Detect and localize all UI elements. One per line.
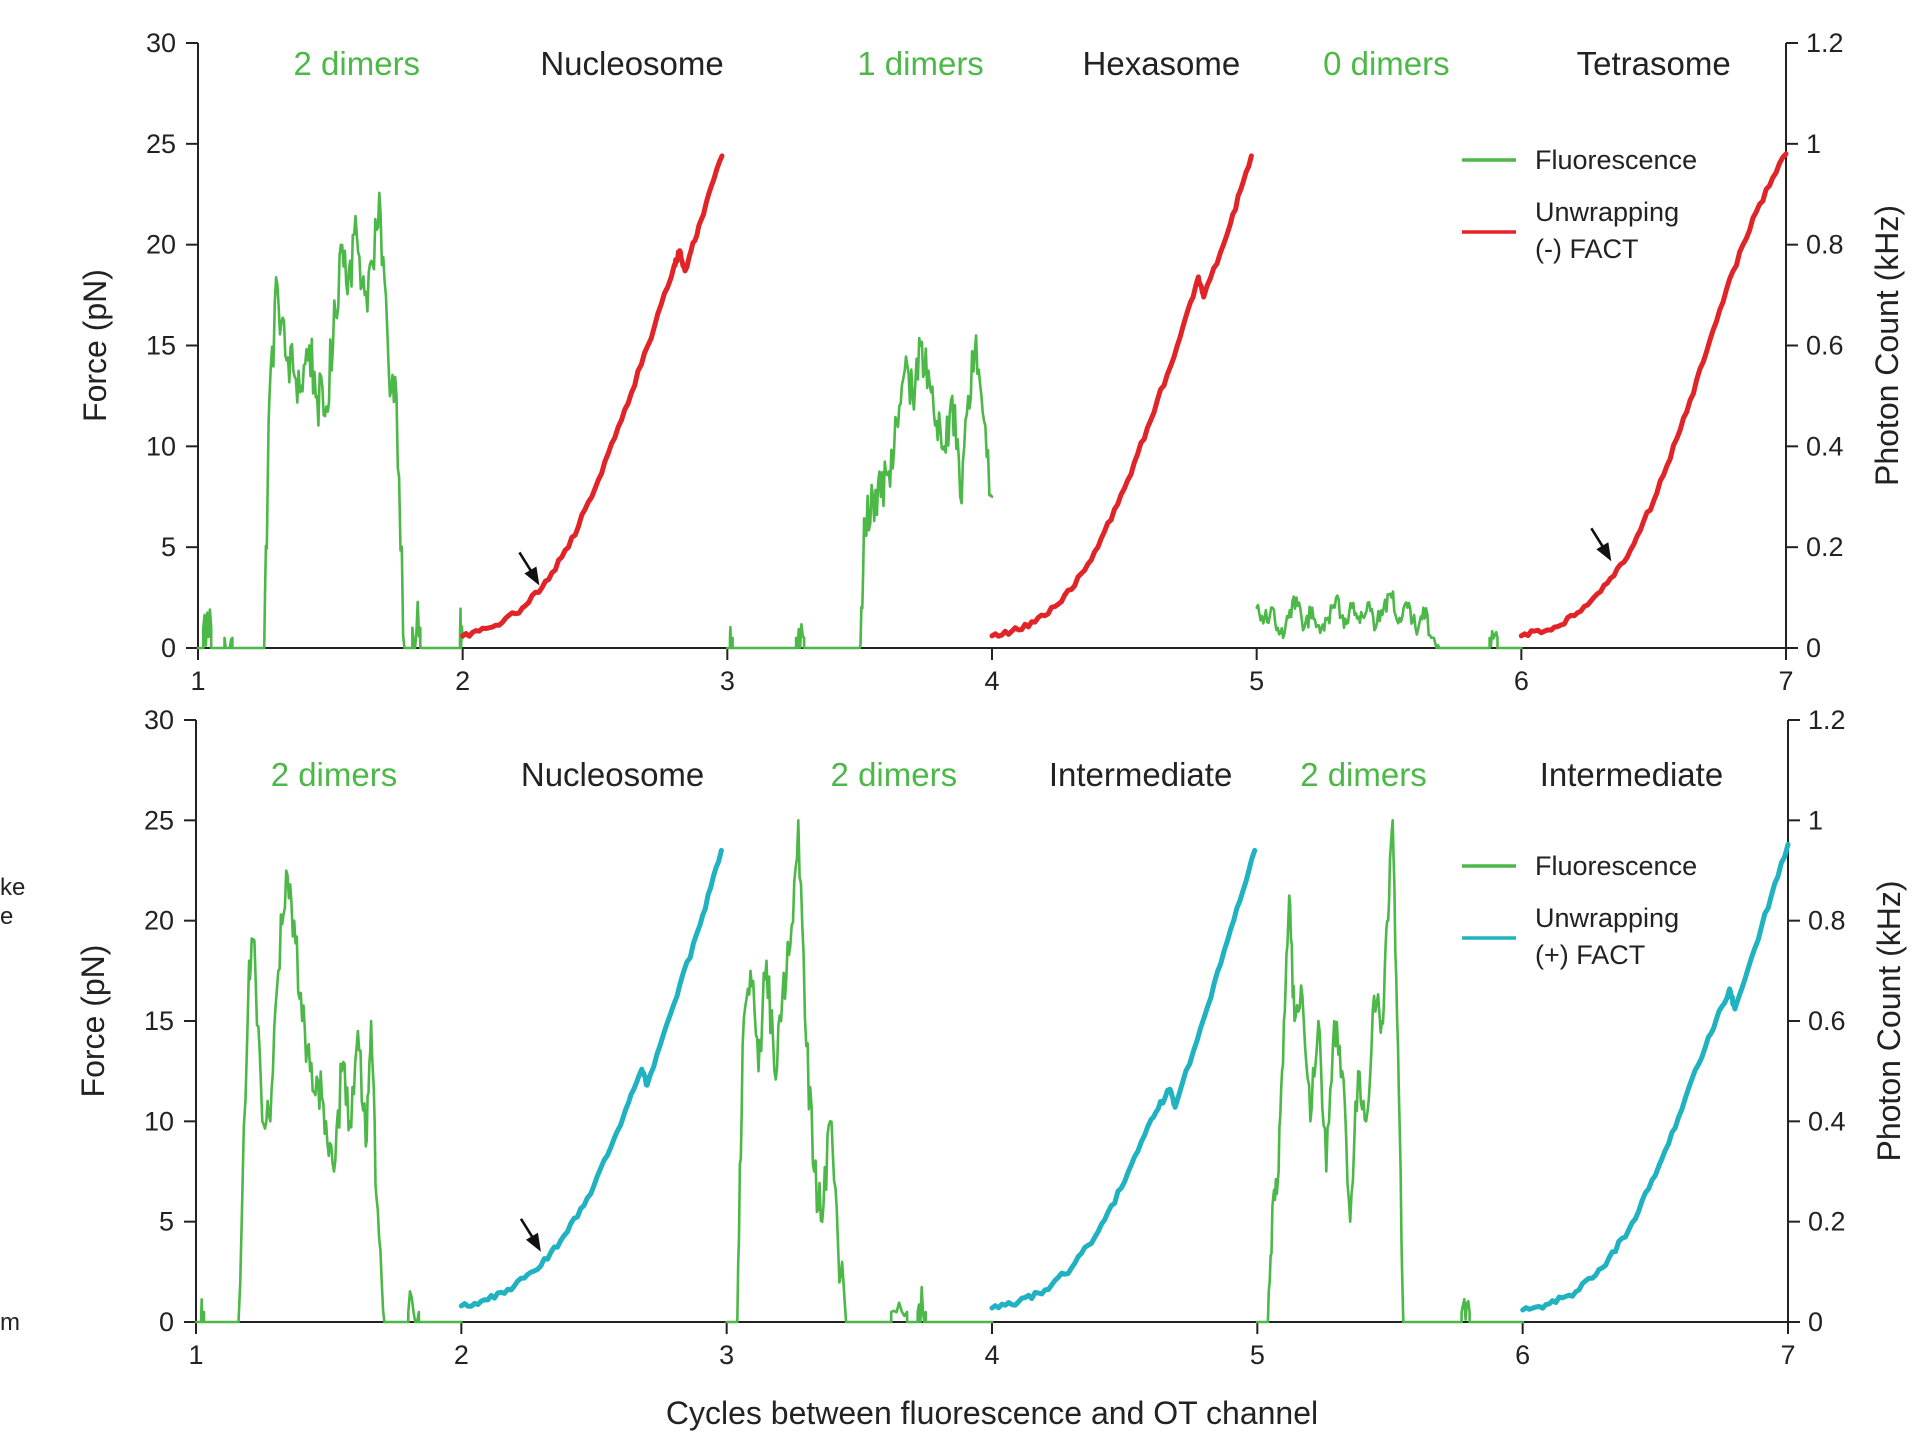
y2-tick-label: 0.6	[1806, 331, 1844, 361]
x-tick-label: 7	[1778, 666, 1793, 696]
y-axis-title: Force (pN)	[77, 269, 113, 422]
y2-tick-label: 0.8	[1806, 230, 1844, 260]
arrow-head	[1596, 542, 1612, 562]
unwrapping-trace	[989, 847, 1258, 1311]
x-tick-label: 4	[984, 1340, 999, 1370]
state-annotation: Intermediate	[1540, 756, 1723, 793]
x-tick-label: 3	[719, 1340, 734, 1370]
y2-axis-title: Photon Count (kHz)	[1869, 205, 1905, 486]
fluorescence-trace	[725, 819, 994, 1324]
x-tick-label: 5	[1249, 666, 1264, 696]
unwrapping-trace	[989, 153, 1254, 639]
margin-fragment-3: m	[0, 1309, 20, 1336]
x-tick-label: 3	[720, 666, 735, 696]
fluorescence-trace	[1256, 819, 1524, 1324]
y2-tick-label: 0.6	[1808, 1006, 1846, 1036]
arrow-head	[524, 566, 540, 586]
y2-tick-label: 1	[1808, 805, 1823, 835]
legend-label-unwrapping-line2: (-) FACT	[1535, 234, 1638, 264]
y2-tick-label: 0.2	[1808, 1207, 1846, 1237]
chart-panel-top: 1 2 3 4 5 6 705101520253000.20.40.60.811.2Forc…	[77, 28, 1905, 696]
y2-tick-label: 0	[1808, 1307, 1823, 1337]
y2-tick-label: 1.2	[1806, 28, 1844, 58]
legend-label-fluorescence: Fluorescence	[1535, 145, 1697, 175]
state-annotation: 2 dimers	[271, 756, 398, 793]
y-tick-label: 15	[146, 331, 176, 361]
chart-panel-bottom: 1 2 3 4 5 6 705101520253000.20.40.60.811.2Forc…	[75, 705, 1907, 1431]
y2-tick-label: 1	[1806, 129, 1821, 159]
y2-tick-label: 0.4	[1806, 431, 1844, 461]
y-tick-label: 0	[159, 1307, 174, 1337]
arrow-head	[525, 1232, 541, 1252]
state-annotation: 1 dimers	[857, 45, 984, 82]
y2-tick-label: 0.8	[1808, 906, 1846, 936]
y-tick-label: 10	[144, 1106, 174, 1136]
state-annotation: Nucleosome	[540, 45, 723, 82]
y2-tick-label: 0.4	[1808, 1106, 1846, 1136]
legend-label-unwrapping-line1: Unwrapping	[1535, 197, 1679, 227]
y-tick-label: 10	[146, 431, 176, 461]
y-axis-title: Force (pN)	[75, 945, 111, 1098]
x-tick-label: 1	[190, 666, 205, 696]
y-tick-label: 30	[144, 705, 174, 735]
legend-label-unwrapping-line2: (+) FACT	[1535, 940, 1645, 970]
margin-fragment-2: e	[0, 903, 13, 930]
state-annotation: Intermediate	[1049, 756, 1232, 793]
margin-fragments: ke e m	[0, 874, 25, 1336]
unwrapping-trace	[1518, 151, 1789, 639]
x-axis-title: Cycles between fluorescence and OT chann…	[666, 1395, 1318, 1431]
state-annotation: Tetrasome	[1577, 45, 1731, 82]
x-tick-label: 1	[188, 1340, 203, 1370]
x-tick-label: 2	[454, 1340, 469, 1370]
y-tick-label: 20	[146, 230, 176, 260]
y2-axis-title: Photon Count (kHz)	[1871, 880, 1907, 1161]
y2-tick-label: 1.2	[1808, 705, 1846, 735]
y-tick-label: 5	[161, 532, 176, 562]
fluorescence-trace	[1255, 590, 1523, 650]
state-annotation: Hexasome	[1083, 45, 1241, 82]
legend-label-unwrapping-line1: Unwrapping	[1535, 903, 1679, 933]
unwrapping-trace	[458, 847, 724, 1309]
fluorescence-trace	[196, 191, 464, 650]
margin-fragment-1: ke	[0, 874, 25, 901]
y-tick-label: 0	[161, 633, 176, 663]
y-tick-label: 20	[144, 906, 174, 936]
x-tick-label: 7	[1780, 1340, 1795, 1370]
y-tick-label: 25	[144, 805, 174, 835]
y-tick-label: 5	[159, 1207, 174, 1237]
x-tick-label: 2	[455, 666, 470, 696]
state-annotation: 2 dimers	[831, 756, 958, 793]
y-tick-label: 30	[146, 28, 176, 58]
y2-tick-label: 0.2	[1806, 532, 1844, 562]
y-tick-label: 15	[144, 1006, 174, 1036]
legend: Fluorescence Unwrapping (-) FACT	[1462, 145, 1697, 264]
fluorescence-trace	[194, 869, 463, 1324]
y2-tick-label: 0	[1806, 633, 1821, 663]
legend: Fluorescence Unwrapping (+) FACT	[1462, 851, 1697, 970]
state-annotation: 2 dimers	[1300, 756, 1427, 793]
state-annotation: 2 dimers	[294, 45, 421, 82]
unwrapping-trace	[460, 153, 725, 639]
state-annotation: Nucleosome	[521, 756, 704, 793]
x-tick-label: 4	[984, 666, 999, 696]
y-tick-label: 25	[146, 129, 176, 159]
x-tick-label: 5	[1250, 1340, 1265, 1370]
fluorescence-trace	[726, 334, 994, 650]
state-annotation: 0 dimers	[1323, 45, 1450, 82]
unwrapping-trace	[1520, 841, 1791, 1313]
x-tick-label: 6	[1515, 1340, 1530, 1370]
legend-label-fluorescence: Fluorescence	[1535, 851, 1697, 881]
x-tick-label: 6	[1514, 666, 1529, 696]
